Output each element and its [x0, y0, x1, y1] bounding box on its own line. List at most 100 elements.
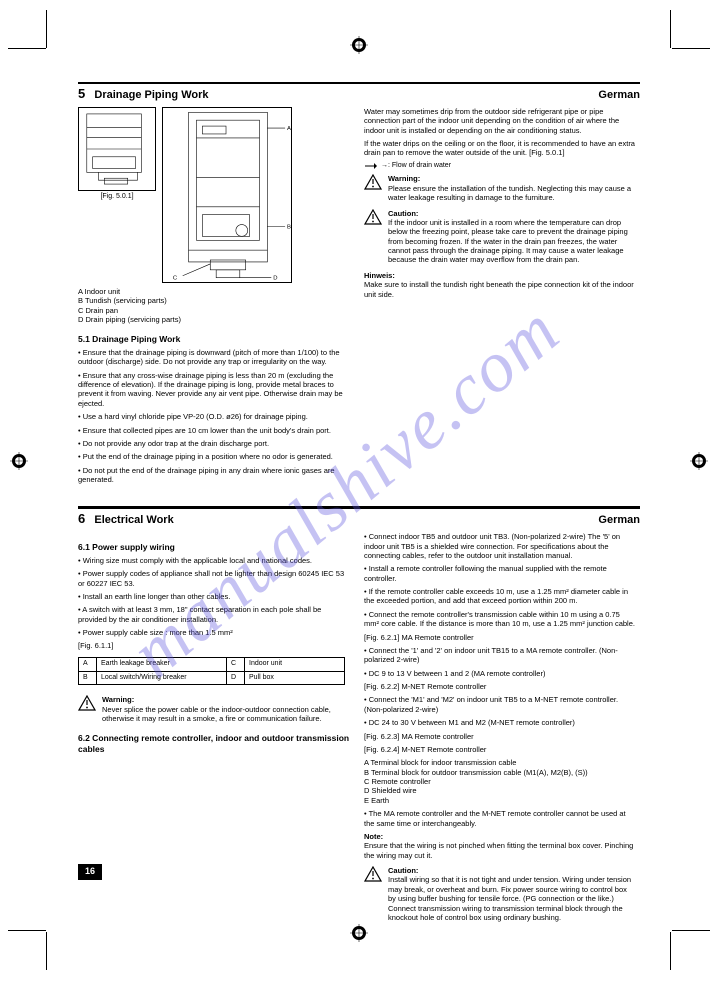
table-cell: Earth leakage breaker [97, 657, 227, 671]
figure-ref: [Fig. 6.2.2] M-NET Remote controller [364, 682, 636, 691]
para: • Install an earth line longer than othe… [78, 592, 350, 601]
warning-heading: Warning: [388, 174, 420, 183]
para: • Wiring size must comply with the appli… [78, 556, 350, 565]
para: • Connect the remote controller's transm… [364, 610, 636, 629]
warning-heading: Warning: [102, 695, 134, 704]
table-cell: C [227, 657, 245, 671]
callout-d: D Shielded wire [364, 786, 636, 795]
table-cell: B [79, 671, 97, 685]
section-5-header: 5 Drainage Piping Work German [78, 82, 640, 103]
cropmark [672, 930, 710, 931]
cropmark [8, 48, 46, 49]
para: • Use a hard vinyl chloride pipe VP-20 (… [78, 412, 350, 421]
para: Water may sometimes drip from the outdoo… [364, 107, 636, 135]
para: • Install a remote controller following … [364, 564, 636, 583]
note-heading: Hinweis: [364, 271, 395, 280]
page-number: 16 [78, 864, 102, 880]
para: • Connect indoor TB5 and outdoor unit TB… [364, 532, 636, 560]
para-text: • Power supply cable size : [78, 628, 167, 637]
para: • DC 9 to 13 V between 1 and 2 (MA remot… [364, 669, 636, 678]
callout-b: B Terminal block for outdoor transmissio… [364, 768, 636, 777]
figure-label: [Fig. 5.0.1] [100, 193, 133, 202]
warning-block: Warning: Please ensure the installation … [364, 174, 636, 202]
para: • DC 24 to 30 V between M1 and M2 (M-NET… [364, 718, 636, 727]
warning-icon [364, 174, 382, 190]
para: • Ensure that collected pipes are 10 cm … [78, 426, 350, 435]
warning-block: Warning: Never splice the power cable or… [78, 695, 350, 723]
para-text: If the water drips on the ceiling or on … [364, 139, 635, 157]
section-5-left-col: [Fig. 5.0.1] [78, 107, 350, 489]
table-cell: D [227, 671, 245, 685]
callout-a: A Indoor unit [78, 287, 350, 296]
subsection-6-2-heading: 6.2 Connecting remote controller, indoor… [78, 733, 350, 754]
registration-mark-icon [350, 36, 368, 54]
section-6-header: 6 Electrical Work German [78, 506, 640, 528]
warning-icon [78, 695, 96, 711]
para: If the water drips on the ceiling or on … [364, 139, 636, 158]
callout-a: A Terminal block for indoor transmission… [364, 758, 636, 767]
caution-heading: Caution: [388, 209, 418, 218]
section-6-body: 6.1 Power supply wiring • Wiring size mu… [78, 532, 640, 928]
cropmark [46, 932, 47, 970]
caution-heading: Caution: [388, 866, 418, 875]
cropmark [670, 10, 671, 48]
warning-text: Warning: Please ensure the installation … [388, 174, 636, 202]
para: • Power supply codes of appliance shall … [78, 569, 350, 588]
cropmark [8, 930, 46, 931]
para: • Do not put the end of the drainage pip… [78, 466, 350, 485]
caution-text: Caution: If the indoor unit is installed… [388, 209, 636, 265]
callout-c: C Drain pan [78, 306, 350, 315]
caution-text: Caution: Install wiring so that it is no… [388, 866, 636, 922]
para: • Connect the 'M1' and 'M2' on indoor un… [364, 695, 636, 714]
section-6-number: 6 [78, 511, 85, 526]
figure-small-illustration [78, 107, 156, 191]
note-body: Make sure to install the tundish right b… [364, 280, 634, 298]
table-row: A Earth leakage breaker C Indoor unit [79, 657, 345, 671]
svg-text:D: D [273, 275, 277, 281]
callout-c: C Remote controller [364, 777, 636, 786]
callout-table: A Earth leakage breaker C Indoor unit B … [78, 657, 345, 686]
warning-body: Please ensure the installation of the tu… [388, 184, 631, 202]
subsection-5-1-heading: 5.1 Drainage Piping Work [78, 334, 350, 345]
section-5-lang: German [598, 89, 640, 103]
svg-text:C: C [173, 275, 178, 281]
caution-block: Caution: Install wiring so that it is no… [364, 866, 636, 922]
table-cell: Local switch/Wiring breaker [97, 671, 227, 685]
table-cell: A [79, 657, 97, 671]
para: • Connect the '1' and '2' on indoor unit… [364, 646, 636, 665]
subsection-6-1-heading: 6.1 Power supply wiring [78, 542, 350, 553]
para: • The MA remote controller and the M-NET… [364, 809, 636, 828]
para: • Ensure that any cross-wise drainage pi… [78, 371, 350, 409]
caution-block: Caution: If the indoor unit is installed… [364, 209, 636, 265]
section-5-number: 5 [78, 86, 85, 101]
para: • Put the end of the drainage piping in … [78, 452, 350, 461]
table-cell: Pull box [245, 671, 345, 685]
figure-ref: [Fig. 6.2.3] MA Remote controller [364, 732, 636, 741]
warning-body: Never splice the power cable or the indo… [102, 705, 331, 723]
figure-ref: [Fig. 6.1.1] [78, 641, 350, 650]
arrow-note-text: →: Flow of drain water [381, 162, 451, 171]
page-content: 5 Drainage Piping Work German [78, 82, 640, 928]
figure-ref: [Fig. 6.2.4] M-NET Remote controller [364, 745, 636, 754]
para-text: more than 1.5 mm² [169, 628, 232, 637]
registration-mark-icon [10, 452, 28, 470]
para: • Ensure that the drainage piping is dow… [78, 348, 350, 367]
callout-b: B Tundish (servicing parts) [78, 296, 350, 305]
cropmark [46, 10, 47, 48]
para: • Power supply cable size : more than 1.… [78, 628, 350, 637]
warning-text: Warning: Never splice the power cable or… [102, 695, 350, 723]
section-5-body: [Fig. 5.0.1] [78, 107, 640, 489]
caution-icon [364, 866, 382, 882]
figure-ref: [Fig. 6.2.1] MA Remote controller [364, 633, 636, 642]
section-6-right-col: • Connect indoor TB5 and outdoor unit TB… [364, 532, 636, 928]
arrow-note: →: Flow of drain water [364, 162, 451, 171]
registration-mark-icon [690, 452, 708, 470]
section-5-right-col: Water may sometimes drip from the outdoo… [364, 107, 636, 489]
caution-body: If the indoor unit is installed in a roo… [388, 218, 628, 265]
caution-icon [364, 209, 382, 225]
section-5-title: Drainage Piping Work [94, 89, 208, 101]
callout-e: E Earth [364, 796, 636, 805]
cropmark [672, 48, 710, 49]
section-6-lang: German [598, 514, 640, 528]
para: • A switch with at least 3 mm, 18" conta… [78, 605, 350, 624]
